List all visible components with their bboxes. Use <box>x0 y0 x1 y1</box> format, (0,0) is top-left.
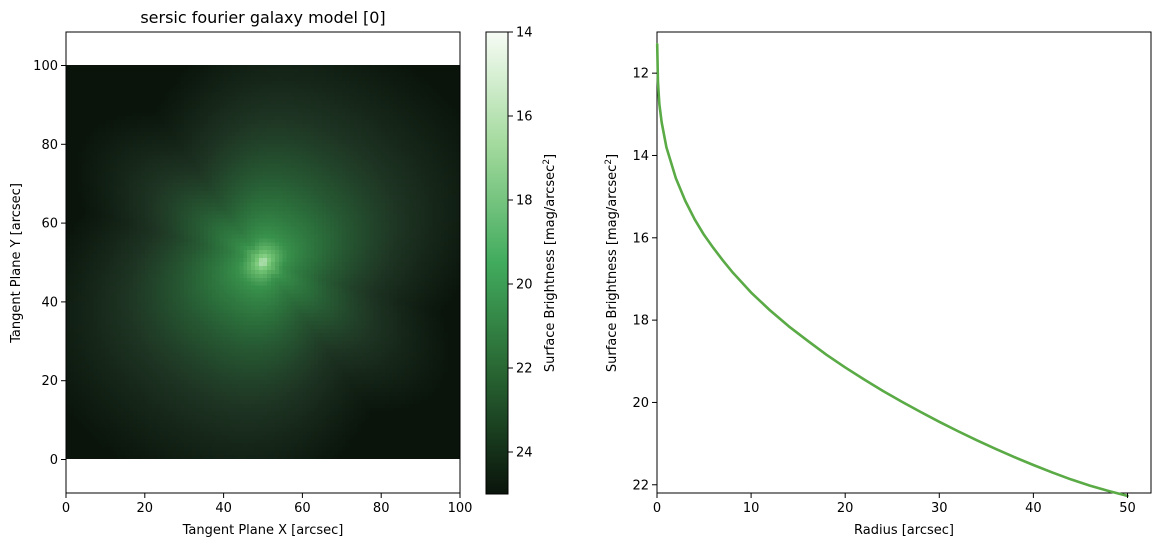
heatmap-x-tick-label: 0 <box>62 501 70 516</box>
heatmap-y-tick-label: 20 <box>41 374 58 389</box>
colorbar-label-exponent: 2 <box>542 159 552 165</box>
heatmap-y-tick-label: 80 <box>41 138 58 153</box>
profile-y-tick-label: 16 <box>632 231 649 246</box>
profile-x-tick-label: 10 <box>743 501 760 516</box>
profile-y-axis-label-exponent: 2 <box>604 159 614 165</box>
colorbar-ticks: 14 16 18 20 22 24 <box>508 26 533 461</box>
profile-x-tick-label: 40 <box>1025 501 1042 516</box>
colorbar-label: Surface Brightness [mag/arcsec2] <box>542 154 558 372</box>
heatmap-panel: sersic fourier galaxy model [0] 0 20 40 60 8… <box>9 8 472 538</box>
profile-y-axis-label-main: Surface Brightness [mag/arcsec <box>605 165 620 372</box>
heatmap-title: sersic fourier galaxy model [0] <box>140 8 385 27</box>
profile-x-axis-label: Radius [arcsec] <box>854 523 954 538</box>
heatmap-y-tick-label: 0 <box>50 453 58 468</box>
profile-y-tick-label: 20 <box>632 396 649 411</box>
heatmap-x-tick-label: 80 <box>373 501 390 516</box>
colorbar-tick-label: 18 <box>516 194 533 209</box>
profile-x-ticks: 0 10 20 30 40 50 <box>653 493 1136 516</box>
colorbar-gradient <box>485 31 509 495</box>
profile-x-tick-label: 30 <box>931 501 948 516</box>
colorbar-tick-label: 14 <box>516 26 533 41</box>
profile-x-tick-label: 50 <box>1119 501 1136 516</box>
colorbar: 14 16 18 20 22 24 Surface Brightness [mag/arc… <box>485 26 558 495</box>
heatmap-image <box>66 65 460 459</box>
heatmap-x-tick-label: 100 <box>448 501 473 516</box>
profile-y-tick-label: 18 <box>632 314 649 329</box>
colorbar-tick-label: 22 <box>516 362 533 377</box>
heatmap-x-tick-label: 20 <box>137 501 154 516</box>
colorbar-tick-label: 20 <box>516 278 533 293</box>
heatmap-x-tick-label: 40 <box>215 501 232 516</box>
profile-x-tick-label: 0 <box>653 501 661 516</box>
profile-y-ticks: 12 14 16 18 20 22 <box>632 67 657 493</box>
colorbar-tick-label: 24 <box>516 446 533 461</box>
heatmap-x-axis-label: Tangent Plane X [arcsec] <box>182 523 344 538</box>
profile-y-axis-label-end: ] <box>605 154 620 159</box>
heatmap-x-ticks: 0 20 40 60 80 100 <box>62 493 473 516</box>
profile-y-tick-label: 14 <box>632 149 649 164</box>
profile-y-tick-label: 22 <box>632 478 649 493</box>
heatmap-y-tick-label: 60 <box>41 217 58 232</box>
colorbar-label-main: Surface Brightness [mag/arcsec <box>543 165 558 372</box>
colorbar-label-end: ] <box>543 154 558 159</box>
profile-series-line <box>655 43 1129 498</box>
heatmap-y-ticks: 0 20 40 60 80 100 <box>33 59 66 468</box>
heatmap-y-tick-label: 100 <box>33 59 58 74</box>
heatmap-y-axis-label: Tangent Plane Y [arcsec] <box>9 183 24 344</box>
profile-y-tick-label: 12 <box>632 67 649 82</box>
profile-panel: 0 10 20 30 40 50 12 14 16 18 20 22 Radius [arcsec]… <box>604 31 1152 538</box>
heatmap-x-tick-label: 60 <box>294 501 311 516</box>
profile-y-axis-label: Surface Brightness [mag/arcsec2] <box>604 154 620 372</box>
heatmap-y-tick-label: 40 <box>41 295 58 310</box>
profile-axes-frame <box>656 31 1152 494</box>
heatmap-image-holder <box>66 65 460 459</box>
colorbar-tick-label: 16 <box>516 110 533 125</box>
heatmap-axes-frame <box>65 31 461 494</box>
profile-x-tick-label: 20 <box>837 501 854 516</box>
